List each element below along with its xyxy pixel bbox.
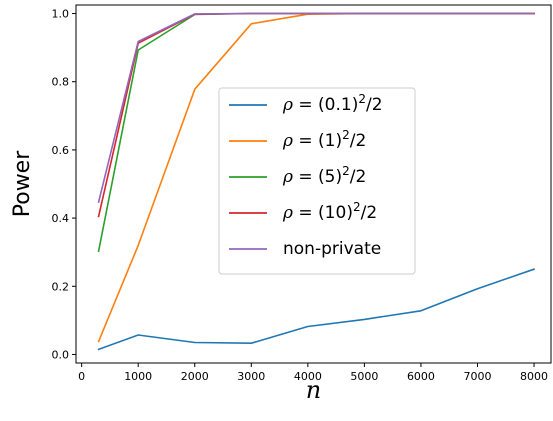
x-tick-label: 6000	[407, 370, 435, 383]
x-tick-label: 2000	[181, 370, 209, 383]
legend-label-text: = (1)	[293, 131, 342, 151]
legend-label-suffix: /2	[366, 95, 383, 115]
x-tick-label: 8000	[520, 370, 548, 383]
legend-label-suffix: /2	[361, 203, 378, 223]
legend-label-text: = (10)	[293, 203, 353, 223]
legend-label-suffix: /2	[350, 167, 367, 187]
legend-label-text: = (5)	[293, 167, 342, 187]
legend-rho-symbol: ρ	[282, 167, 293, 187]
legend-label-exponent: 2	[342, 128, 350, 142]
x-tick-label: 3000	[237, 370, 265, 383]
legend-label-0: ρ = (0.1)2/2	[282, 92, 383, 115]
legend-rho-symbol: ρ	[282, 203, 293, 223]
plot-lines	[97, 12, 536, 351]
legend-label-text: non-private	[283, 239, 381, 259]
y-tick-label: 1.0	[52, 8, 70, 21]
legend-label-text: = (0.1)	[293, 95, 358, 115]
x-axis-ticks: 0 1000 2000 3000 4000 5000 6000 7000 8000	[78, 363, 548, 383]
y-tick-label: 0.4	[52, 212, 70, 225]
axes-frame	[75, 4, 552, 364]
y-tick-label: 0.6	[52, 144, 70, 157]
legend-label-4: non-private	[283, 239, 381, 259]
y-axis-ticks: 0.0 0.2 0.4 0.6 0.8 1.0	[52, 8, 76, 361]
x-tick-label: 4000	[294, 370, 322, 383]
legend-label-3: ρ = (10)2/2	[282, 200, 377, 223]
legend-box	[218, 87, 416, 275]
y-tick-label: 0.8	[52, 76, 70, 89]
legend-label-1: ρ = (1)2/2	[282, 128, 366, 151]
legend: ρ = (0.1)2/2ρ = (1)2/2ρ = (5)2/2ρ = (10)…	[218, 87, 416, 275]
legend-label-exponent: 2	[342, 164, 350, 178]
series-line-4	[97, 12, 535, 204]
y-tick-label: 0.2	[52, 280, 70, 293]
x-axis-label: n	[306, 376, 321, 404]
legend-label-exponent: 2	[353, 200, 361, 214]
legend-label-2: ρ = (5)2/2	[282, 164, 366, 187]
legend-label-suffix: /2	[350, 131, 367, 151]
series-line-0	[97, 268, 536, 351]
x-tick-label: 0	[78, 370, 85, 383]
y-tick-label: 0.0	[52, 348, 70, 361]
x-tick-label: 1000	[124, 370, 152, 383]
legend-rho-symbol: ρ	[282, 131, 293, 151]
legend-label-exponent: 2	[358, 92, 366, 106]
x-tick-label: 7000	[463, 370, 491, 383]
y-axis-label: Power	[10, 150, 35, 217]
legend-rho-symbol: ρ	[282, 95, 293, 115]
x-tick-label: 5000	[350, 370, 378, 383]
